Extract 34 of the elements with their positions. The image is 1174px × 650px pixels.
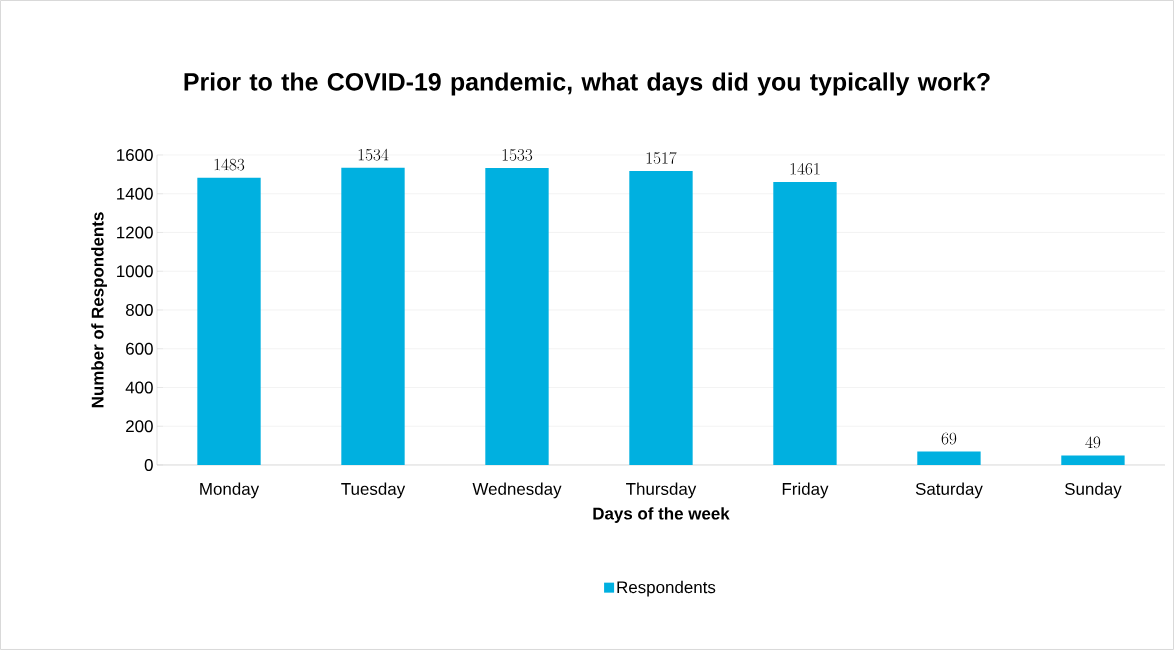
- y-tick-label: 600: [126, 342, 153, 355]
- bar: [485, 167, 549, 465]
- y-tick-label: 200: [126, 420, 153, 433]
- data-label: 69: [941, 432, 957, 445]
- y-tick-label: 1200: [117, 226, 153, 239]
- x-tick-label: Wednesday: [472, 482, 562, 499]
- bar: [773, 181, 837, 465]
- y-tick-label: 400: [125, 381, 153, 394]
- data-label: 1534: [358, 148, 389, 161]
- bar: [341, 167, 405, 465]
- x-tick-label: Friday: [782, 482, 829, 499]
- data-label: 1517: [646, 151, 677, 164]
- y-tick-label: 1600: [117, 148, 153, 161]
- bar: [629, 171, 693, 465]
- x-tick-label: Thursday: [626, 482, 697, 499]
- x-tick-label: Saturday: [915, 482, 983, 499]
- x-tick-label: Sunday: [1065, 482, 1122, 499]
- x-axis-title: Days of the week: [593, 507, 730, 523]
- x-tick-label: Tuesday: [341, 482, 406, 499]
- data-label: 1461: [790, 162, 820, 175]
- y-tick-label: 1400: [117, 187, 153, 200]
- bar: [197, 177, 261, 465]
- y-axis-title: Number of Respondents: [91, 212, 107, 408]
- y-tick-label: 1000: [117, 265, 153, 278]
- data-label: 1533: [502, 149, 533, 161]
- legend-label: Respondents: [617, 580, 716, 597]
- data-label: 49: [1085, 436, 1101, 449]
- x-tick-label: Monday: [200, 482, 260, 499]
- bar: [1061, 455, 1125, 465]
- data-label: 1483: [214, 158, 245, 171]
- y-tick-label: 0: [144, 458, 153, 471]
- bar: [917, 451, 981, 465]
- chart-title: Prior to the COVID-19 pandemic, what days did you typically work?: [184, 72, 990, 96]
- y-tick-label: 800: [125, 303, 153, 316]
